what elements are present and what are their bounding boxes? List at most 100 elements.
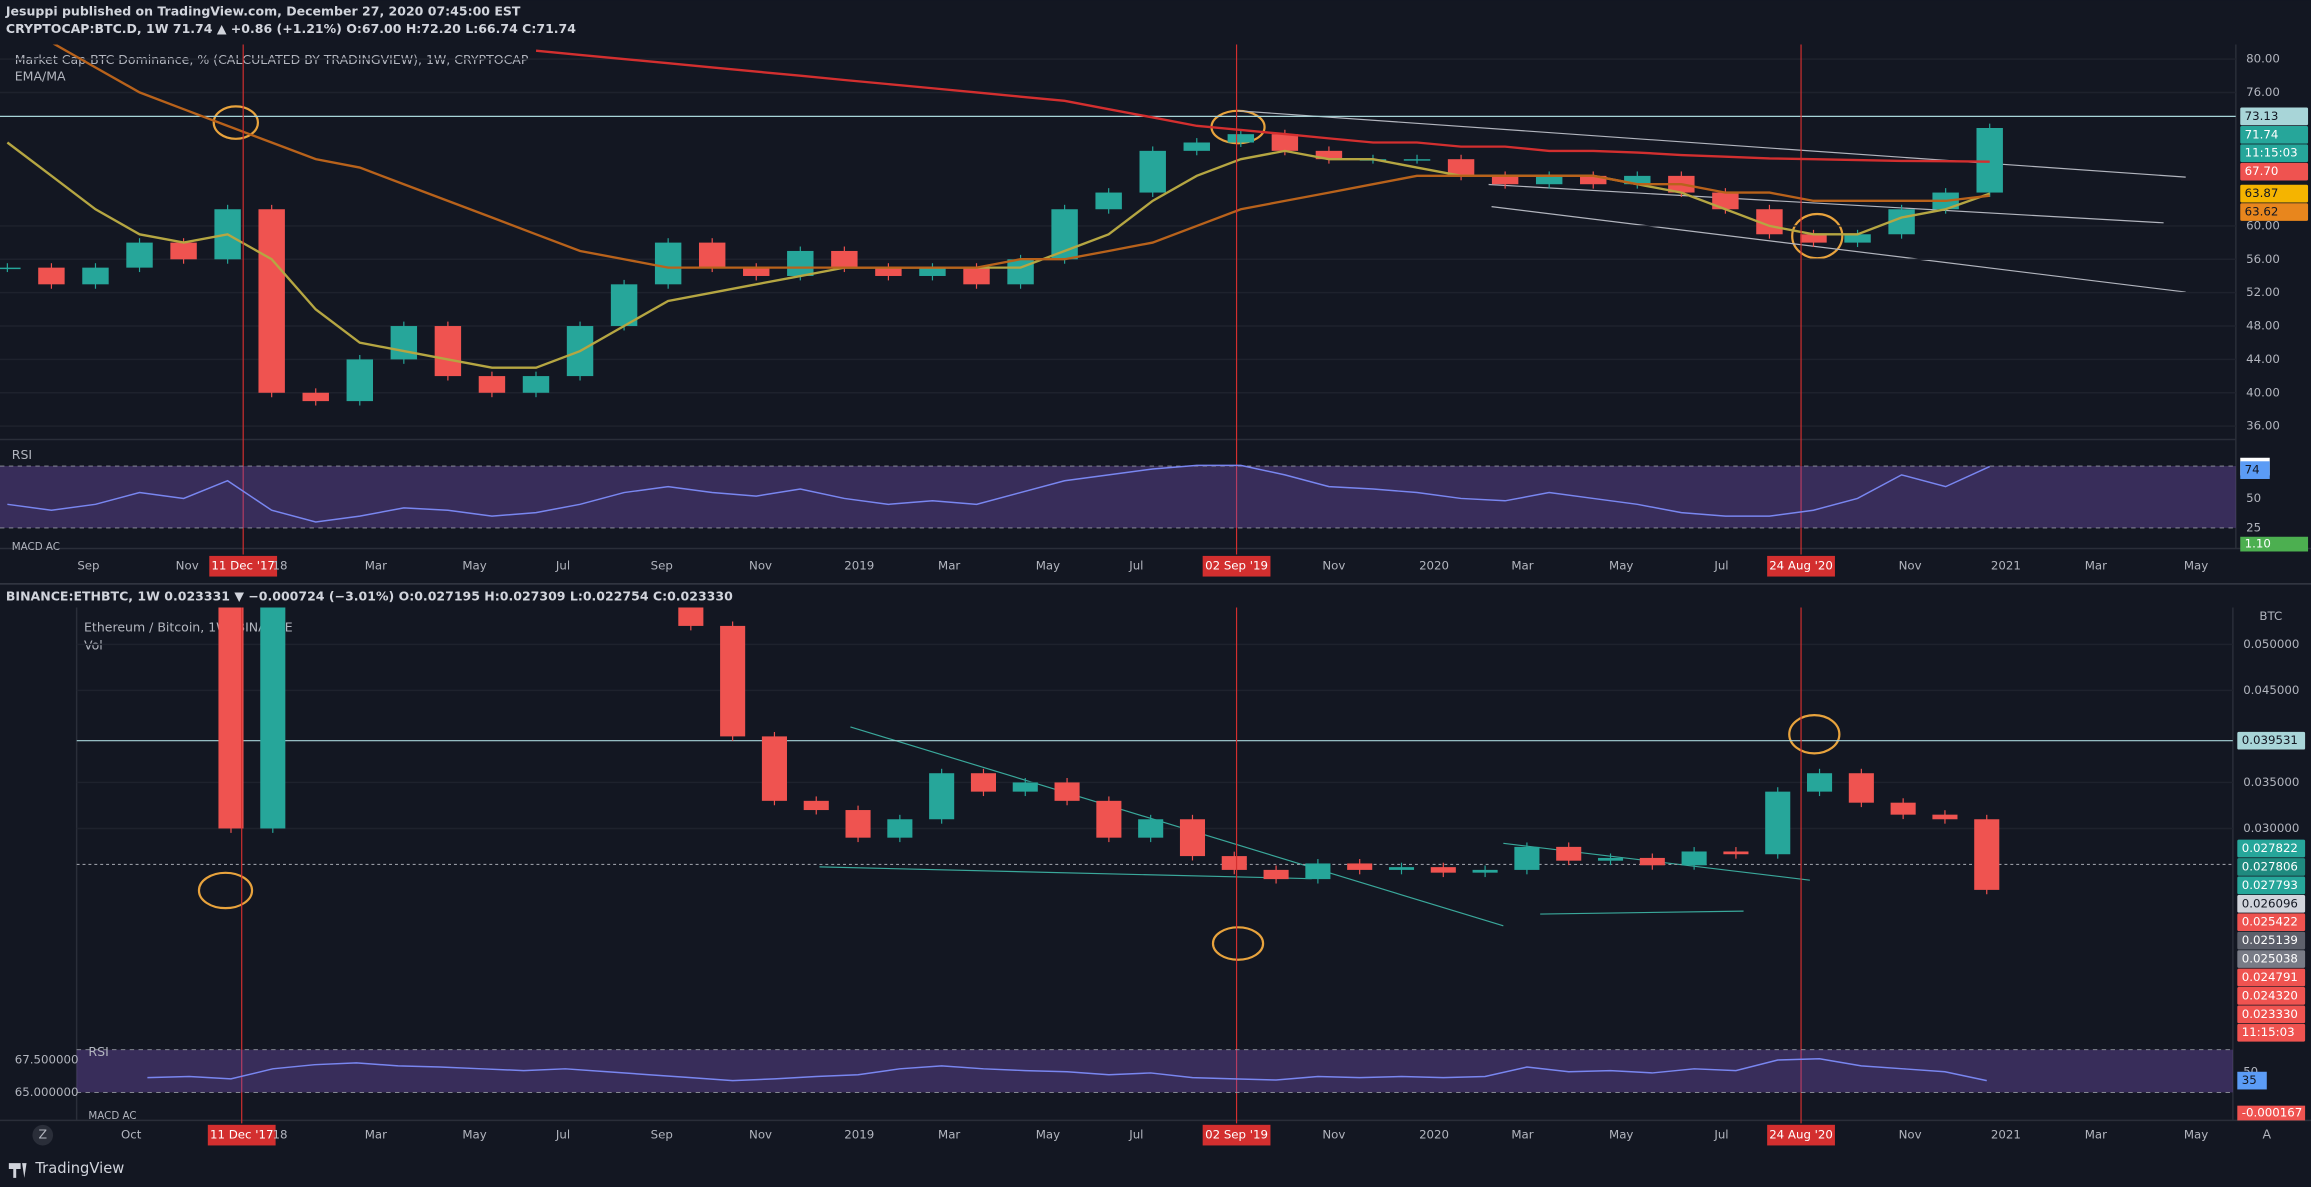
candle xyxy=(1765,791,1791,855)
candle xyxy=(1227,134,1255,143)
candle xyxy=(1472,869,1498,873)
x-tick-label: Jul xyxy=(1128,1128,1143,1142)
candle xyxy=(970,773,997,792)
marker-tag xyxy=(209,555,278,577)
candle xyxy=(1054,782,1080,801)
y-tick-label: 0.045000 xyxy=(2243,683,2299,697)
marker-label: 11 Dec '17 xyxy=(210,1128,274,1142)
candle xyxy=(1403,159,1431,161)
candle xyxy=(0,267,21,270)
candle xyxy=(1179,819,1206,857)
candle xyxy=(170,242,197,260)
z-label[interactable]: Z xyxy=(38,1127,47,1142)
price-tag-label: 71.74 xyxy=(2245,127,2279,141)
price-tag-label: 0.027793 xyxy=(2242,878,2298,892)
candle xyxy=(1535,175,1563,185)
y-tick-label: 76.00 xyxy=(2246,85,2280,99)
price-tag xyxy=(2237,731,2306,750)
x-tick-label: 2020 xyxy=(1419,1128,1449,1142)
price-tag-label: 67.70 xyxy=(2245,164,2279,178)
x-tick-label: Nov xyxy=(1322,559,1345,573)
rsi-line xyxy=(7,464,1991,523)
price-tag-label: 63.62 xyxy=(2245,205,2279,219)
rsi-band xyxy=(76,1049,2233,1093)
price-tag-label: 11:15:03 xyxy=(2245,146,2298,160)
price-tag xyxy=(2237,987,2306,1005)
a-label[interactable]: A xyxy=(2263,1127,2272,1142)
candle xyxy=(1844,234,1871,243)
price-tag-label: 0.024320 xyxy=(2242,988,2298,1002)
price-tag xyxy=(2240,107,2309,126)
circle xyxy=(212,105,260,140)
trendline xyxy=(850,726,1504,927)
candle xyxy=(1139,150,1166,193)
trendline xyxy=(819,866,1312,880)
ma-line xyxy=(535,49,1990,163)
candle xyxy=(1639,857,1665,866)
candle xyxy=(761,736,787,801)
x-tick-label: Mar xyxy=(2085,559,2107,573)
candle xyxy=(1580,175,1607,185)
price-tag xyxy=(2237,1023,2306,1042)
x-tick-label: May xyxy=(2184,559,2208,573)
price-tag xyxy=(2237,858,2306,876)
candle xyxy=(1138,819,1164,838)
candle xyxy=(654,242,682,285)
candle xyxy=(1183,142,1210,151)
candle xyxy=(1597,857,1624,861)
rsi-tick-label: 25 xyxy=(2246,520,2261,534)
rsi-tag xyxy=(2240,461,2270,479)
x-tick-label: Mar xyxy=(2085,1128,2107,1142)
x-tick-label: Nov xyxy=(1899,559,1922,573)
price-tag xyxy=(2237,876,2306,895)
x-tick-label: Nov xyxy=(749,559,772,573)
price-tag xyxy=(2237,913,2306,932)
candle xyxy=(1095,192,1122,210)
candle xyxy=(82,267,109,285)
candle xyxy=(302,392,329,402)
candle xyxy=(1800,234,1827,243)
logo[interactable]: TradingView xyxy=(34,1160,124,1177)
y-tick-label: 48.00 xyxy=(2246,319,2280,333)
candle xyxy=(260,607,286,829)
z-button[interactable] xyxy=(32,1124,54,1146)
x-tick-label: Jul xyxy=(555,559,570,573)
left-tick-label: 65.000000 xyxy=(15,1085,79,1099)
x-tick-label: Oct xyxy=(121,1128,142,1142)
price-tag xyxy=(2237,1005,2306,1024)
x-tick-label: 2021 xyxy=(1991,559,2021,573)
candle xyxy=(720,625,746,737)
marker-label: 02 Sep '19 xyxy=(1205,1128,1268,1142)
price-tag xyxy=(2237,839,2306,858)
y-tick-label: 0.030000 xyxy=(2243,821,2299,835)
price-tag-label: 0.023330 xyxy=(2242,1007,2298,1021)
candle xyxy=(38,267,65,285)
x-tick-label: Mar xyxy=(365,559,387,573)
x-tick-label: May xyxy=(1609,1128,1633,1142)
ma-line xyxy=(52,44,1990,269)
price-tag-label: 0.025422 xyxy=(2242,915,2298,929)
price-tag xyxy=(2240,125,2309,144)
candle xyxy=(845,810,871,838)
candle xyxy=(1976,127,2003,193)
y-tick-label: 56.00 xyxy=(2246,252,2280,266)
x-tick-label: Mar xyxy=(1511,559,1533,573)
price-tag xyxy=(2237,931,2306,950)
x-tick-label: 18 xyxy=(273,559,288,573)
price-tag xyxy=(2240,162,2309,181)
x-tick-label: 18 xyxy=(273,1128,288,1142)
marker-tag xyxy=(1202,1124,1271,1146)
candle xyxy=(1712,192,1739,210)
x-tick-label: Mar xyxy=(938,1128,960,1142)
price-tag xyxy=(2240,184,2309,203)
price-tag-label: 73.13 xyxy=(2245,109,2279,123)
macd-label: MACD AC xyxy=(88,1110,136,1122)
x-tick-label: Sep xyxy=(651,559,673,573)
candle xyxy=(610,284,638,327)
price-tag-label: 63.87 xyxy=(2245,186,2279,200)
macd-tag-label: -0.000167 xyxy=(2242,1106,2302,1120)
trendline xyxy=(1488,183,2164,224)
candle xyxy=(1221,856,1247,870)
